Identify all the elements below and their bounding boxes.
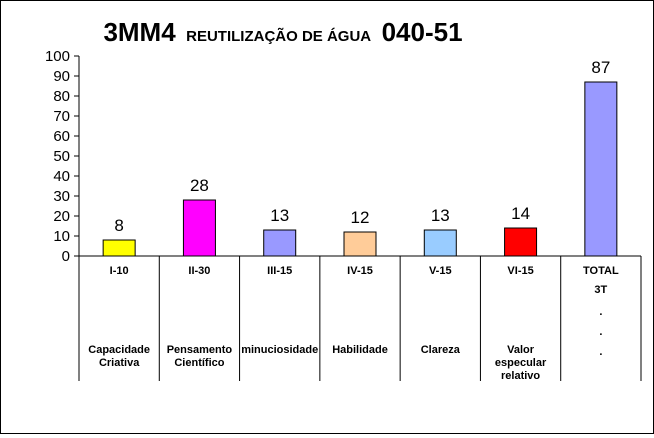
category-label: III-15 bbox=[267, 265, 292, 277]
bar bbox=[584, 81, 618, 257]
y-tick-label: 90 bbox=[53, 68, 70, 85]
y-tick-label: 80 bbox=[53, 88, 70, 105]
y-tick-label: 20 bbox=[53, 208, 70, 225]
category-description: Clareza bbox=[421, 344, 461, 356]
data-label: 13 bbox=[270, 206, 289, 225]
category-description: minuciosidade bbox=[241, 344, 318, 356]
data-label: 87 bbox=[591, 58, 610, 77]
chart-title-suffix: 040-51 bbox=[382, 17, 463, 47]
total-extra-label: . bbox=[599, 346, 602, 358]
category-description: relativo bbox=[501, 370, 540, 382]
y-tick-label: 70 bbox=[53, 108, 70, 125]
bar bbox=[423, 229, 457, 257]
bar bbox=[263, 229, 297, 257]
bar bbox=[102, 239, 136, 257]
category-description: Capacidade bbox=[88, 344, 150, 356]
y-tick-label: 10 bbox=[53, 228, 70, 245]
data-label: 28 bbox=[190, 176, 209, 195]
category-description: Científico bbox=[174, 357, 224, 369]
data-label: 12 bbox=[351, 208, 370, 227]
bar bbox=[182, 199, 216, 257]
category-label: II-30 bbox=[188, 265, 210, 277]
category-description: Habilidade bbox=[332, 344, 388, 356]
bar bbox=[504, 227, 538, 257]
chart-title-middle: REUTILIZAÇÃO DE ÁGUA bbox=[186, 27, 371, 45]
category-label: V-15 bbox=[429, 265, 452, 277]
category-description: Criativa bbox=[99, 357, 140, 369]
chart-title: 3MM4 REUTILIZAÇÃO DE ÁGUA 040-51 bbox=[103, 17, 462, 47]
chart-bars bbox=[102, 81, 618, 257]
category-label: VI-15 bbox=[507, 265, 533, 277]
chart-title-prefix: 3MM4 bbox=[103, 17, 176, 47]
data-label: 13 bbox=[431, 206, 450, 225]
y-tick-label: 100 bbox=[45, 48, 70, 65]
chart-axes: 0 10 20 30 40 50 60 70 80 90 100 bbox=[45, 48, 641, 381]
y-tick-label: 60 bbox=[53, 128, 70, 145]
category-description: especular bbox=[495, 357, 547, 369]
total-extra-label: 3T bbox=[594, 284, 607, 296]
y-tick-label: 30 bbox=[53, 188, 70, 205]
total-extra-label: . bbox=[599, 306, 602, 318]
total-extra-label: . bbox=[599, 326, 602, 338]
y-tick-label: 0 bbox=[62, 248, 70, 265]
category-description: Valor bbox=[507, 344, 535, 356]
y-tick-label: 40 bbox=[53, 168, 70, 185]
category-label: IV-15 bbox=[347, 265, 373, 277]
category-description: Pensamento bbox=[167, 344, 233, 356]
category-label: I-10 bbox=[110, 265, 129, 277]
bar bbox=[343, 231, 377, 257]
category-label: TOTAL bbox=[583, 265, 619, 277]
data-label: 14 bbox=[511, 204, 530, 223]
data-label: 8 bbox=[114, 216, 123, 235]
y-tick-label: 50 bbox=[53, 148, 70, 165]
chart-data-labels: 8 28 13 12 13 14 87 bbox=[114, 58, 610, 235]
